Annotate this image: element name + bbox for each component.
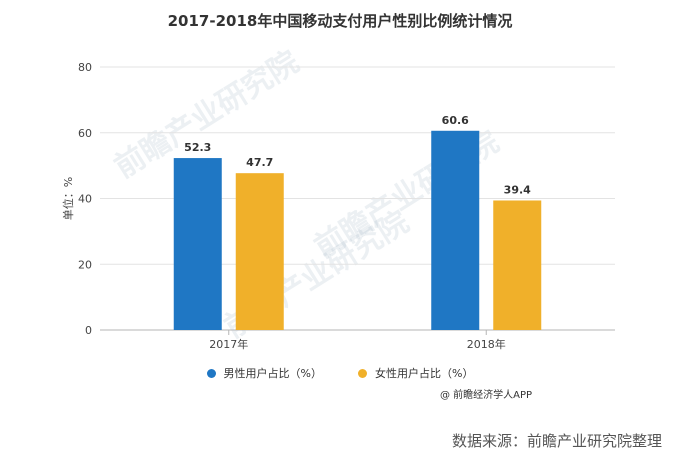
legend-item-female: 女性用户占比（%）: [358, 365, 473, 381]
x-tick-label: 2018年: [467, 337, 506, 351]
data-label: 60.6: [442, 114, 469, 127]
x-tick-label: 2017年: [209, 337, 248, 351]
y-tick-label: 60: [78, 127, 92, 140]
bar: [493, 200, 542, 330]
y-tick-label: 0: [85, 324, 92, 337]
data-label: 52.3: [184, 141, 211, 154]
y-tick-label: 80: [78, 61, 92, 74]
bar-chart: 0 20 40 60 80 单位：% 2017年 52.3 47.7 2018年 60.6 39.4: [61, 61, 615, 351]
credit-text: @ 前瞻经济学人APP: [440, 390, 533, 401]
legend-item-male: 男性用户占比（%）: [206, 365, 322, 381]
y-axis-label: 单位：%: [61, 177, 75, 220]
bar: [431, 130, 480, 330]
legend-label-male: 男性用户占比（%）: [223, 367, 322, 380]
legend-label-female: 女性用户占比（%）: [375, 367, 474, 380]
source-note: 数据来源：前瞻产业研究院整理: [451, 432, 662, 450]
legend-female-icon: [358, 368, 367, 378]
data-label: 47.7: [246, 156, 273, 169]
y-tick-label: 40: [78, 193, 92, 206]
bar: [235, 173, 284, 330]
y-tick-label: 20: [78, 258, 92, 271]
chart-title: 2017-2018年中国移动支付用户性别比例统计情况: [167, 12, 513, 30]
legend-male-icon: [206, 368, 216, 378]
legend: 男性用户占比（%） 女性用户占比（%）: [0, 365, 680, 381]
data-label: 39.4: [504, 183, 531, 196]
bar: [173, 158, 222, 330]
